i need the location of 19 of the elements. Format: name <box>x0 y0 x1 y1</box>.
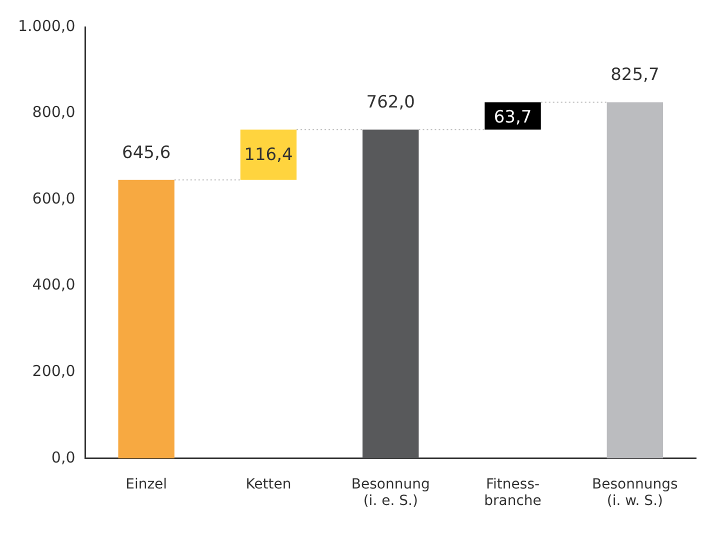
x-tick-label: Ketten <box>246 476 292 492</box>
x-tick-label: Einzel <box>126 476 168 492</box>
x-tick-label: Besonnung (i. e. S.) <box>351 476 430 510</box>
data-label: 825,7 <box>610 65 660 86</box>
data-label: 762,0 <box>366 92 415 113</box>
y-tick-label: 1.000,0 <box>18 16 76 35</box>
data-label: 116,4 <box>244 145 293 166</box>
y-tick-label: 0,0 <box>51 448 76 466</box>
y-tick-label: 200,0 <box>32 362 76 380</box>
x-tick-label: Besonnungs (i. w. S.) <box>592 476 678 510</box>
bar <box>240 130 297 180</box>
bar <box>118 180 174 458</box>
data-label: 63,7 <box>494 107 532 128</box>
y-tick-label: 400,0 <box>32 276 76 294</box>
bar <box>362 130 419 458</box>
x-tick-label: Fitness- branche <box>484 476 542 510</box>
data-label: 645,6 <box>122 142 171 163</box>
y-tick-label: 600,0 <box>32 189 76 208</box>
y-tick-label: 800,0 <box>32 103 76 122</box>
